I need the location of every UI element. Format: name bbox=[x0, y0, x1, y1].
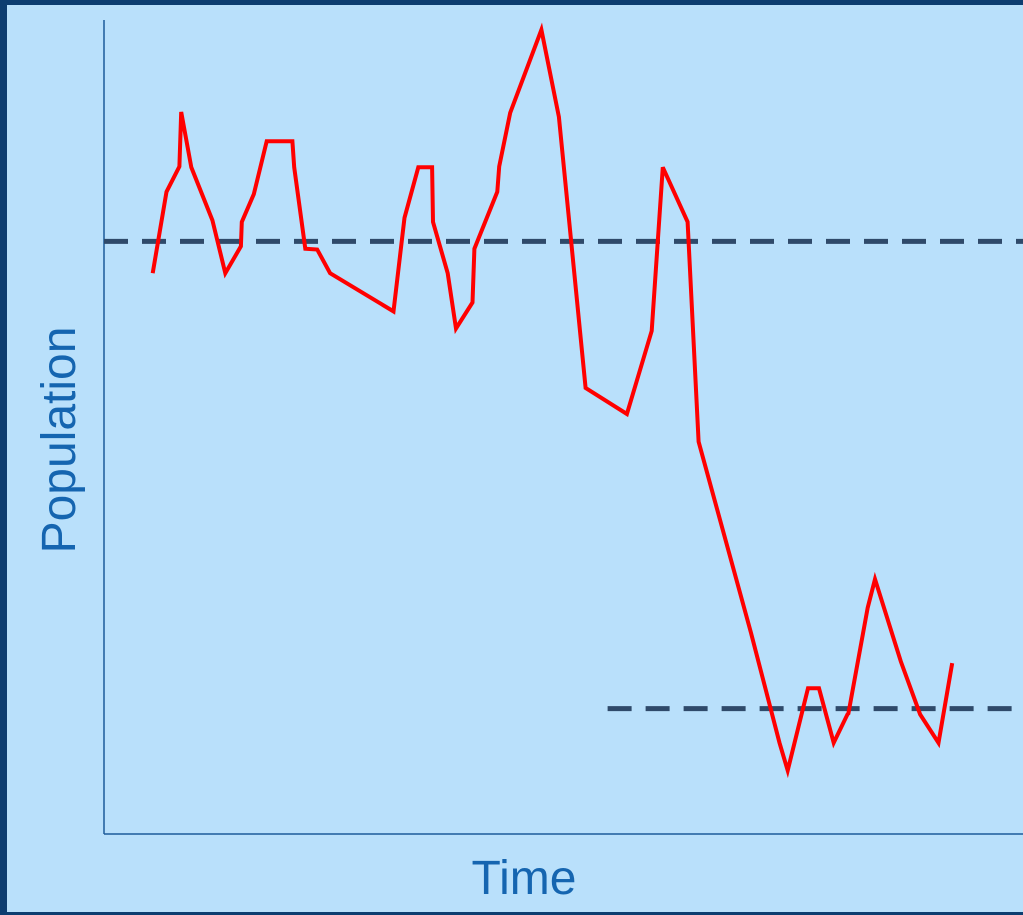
population-series-line bbox=[150, 22, 955, 779]
series-layer bbox=[150, 22, 955, 779]
y-axis-label: Population bbox=[33, 327, 86, 554]
x-axis-label: Time bbox=[472, 852, 577, 905]
reference-lines bbox=[104, 238, 1023, 712]
